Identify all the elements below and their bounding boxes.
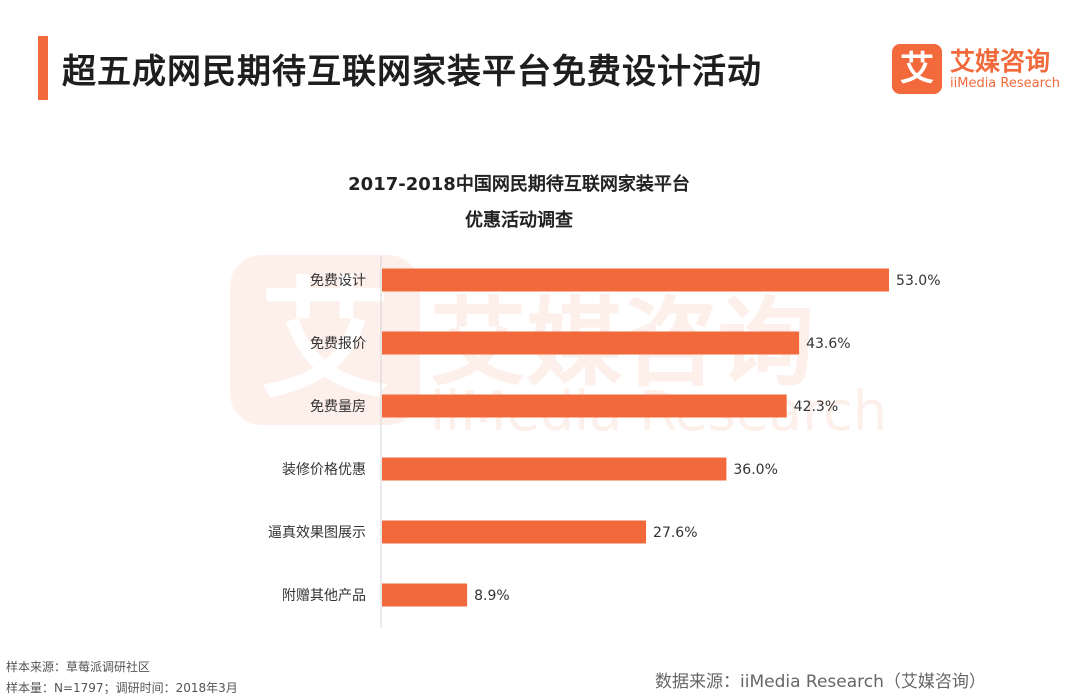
bars-group: 免费设计 53.0% 免费报价 43.6% 免费量房 42.3% 装修价格优惠 36.0% 逼真… bbox=[268, 268, 941, 607]
brand-mark: 艾 bbox=[892, 44, 942, 94]
data-label: 36.0% bbox=[733, 462, 777, 478]
category-label: 免费报价 bbox=[310, 336, 366, 352]
category-label: 装修价格优惠 bbox=[282, 462, 366, 478]
category-label: 免费量房 bbox=[310, 399, 366, 415]
category-label: 免费设计 bbox=[310, 273, 366, 289]
data-label: 43.6% bbox=[806, 336, 850, 352]
data-source-note: 数据来源：iiMedia Research（艾媒咨询） bbox=[655, 672, 986, 692]
data-label: 42.3% bbox=[794, 399, 838, 415]
bar bbox=[382, 331, 800, 355]
data-label: 53.0% bbox=[896, 273, 940, 289]
brand-subtitle: iiMedia Research bbox=[950, 76, 1061, 91]
chart-title-line-1: 2017-2018中国网民期待互联网家装平台 bbox=[348, 173, 690, 195]
data-label: 8.9% bbox=[474, 588, 510, 604]
brand-name: 艾媒咨询 bbox=[950, 47, 1051, 76]
brand-logo: 艾 艾媒咨询 iiMedia Research bbox=[892, 44, 1067, 96]
bar bbox=[382, 457, 727, 481]
page-title: 超五成网民期待互联网家装平台免费设计活动 bbox=[62, 52, 762, 92]
sample-source-note: 样本来源：草莓派调研社区 bbox=[6, 660, 151, 674]
chart-title-line-2: 优惠活动调查 bbox=[465, 209, 573, 231]
category-label: 逼真效果图展示 bbox=[268, 525, 366, 541]
sample-info-note: 样本量：N=1797；调研时间：2018年3月 bbox=[6, 681, 238, 695]
title-accent-bar bbox=[38, 36, 48, 100]
bar bbox=[382, 520, 647, 544]
bar bbox=[382, 583, 468, 607]
category-label: 附赠其他产品 bbox=[282, 588, 366, 604]
bar bbox=[382, 268, 890, 292]
bar bbox=[382, 394, 787, 418]
data-label: 27.6% bbox=[653, 525, 697, 541]
